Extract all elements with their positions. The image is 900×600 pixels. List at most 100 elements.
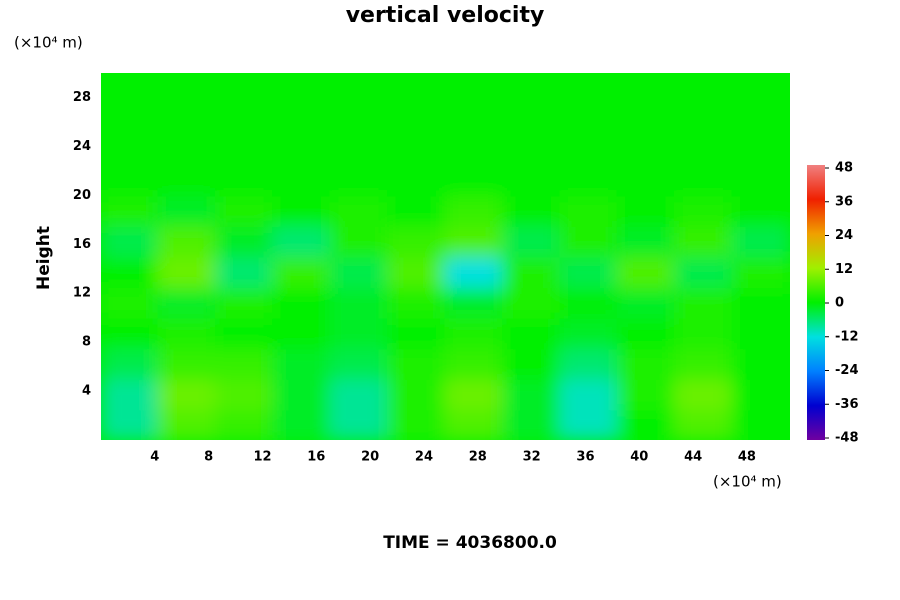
cell [444,255,504,289]
annotation: TIME = 4036800.0 [383,533,557,553]
cell [272,73,332,105]
cell [444,163,504,197]
cell [101,102,160,136]
cell [272,286,332,319]
cell [329,347,390,380]
x-tick-label: 36 [576,450,594,465]
cell [674,133,734,166]
cell [616,347,677,380]
colorbar-tick-label: 48 [835,161,853,176]
cell [444,102,504,136]
cell [272,316,332,350]
cell [559,408,619,440]
cell [674,408,734,440]
cell [272,102,332,136]
cell [731,102,790,136]
cell [387,163,447,197]
cell [674,316,734,350]
cell [444,408,504,440]
cell [157,102,217,136]
cell [272,224,332,258]
x-tick-label: 40 [630,450,648,465]
cell [444,286,504,319]
colorbar-tick-label: -12 [835,329,859,344]
x-tick-label: 48 [738,450,756,465]
cell [616,286,677,319]
colorbar-tick-label: -36 [835,397,859,412]
cell [157,408,217,440]
cell [616,255,677,289]
x-tick-label: 20 [361,450,379,465]
cell [501,194,562,227]
cell [387,408,447,440]
y-tick-label: 28 [73,90,91,105]
x-tick-label: 44 [684,450,702,465]
colorbar-tick-label: -24 [835,363,859,378]
cell [329,102,390,136]
cell [387,133,447,166]
cell [329,377,390,411]
cell [616,316,677,350]
y-tick-label: 4 [82,384,91,399]
cell [329,408,390,440]
y-tick-label: 20 [73,188,91,203]
cell [501,224,562,258]
cell [444,316,504,350]
cell [387,73,447,105]
cell [272,133,332,166]
cell [101,133,160,166]
cell [214,408,275,440]
x-tick-label: 12 [253,450,271,465]
cell [214,255,275,289]
cell [559,224,619,258]
cell [501,255,562,289]
x-tick-label: 16 [307,450,325,465]
cell [559,255,619,289]
cell [501,163,562,197]
cell [444,377,504,411]
cell [387,316,447,350]
cell [674,286,734,319]
cell [329,316,390,350]
cell [157,224,217,258]
cell [616,163,677,197]
x-tick-label: 24 [415,450,433,465]
cell [214,316,275,350]
cell [157,163,217,197]
cell [616,133,677,166]
cell [559,73,619,105]
y-tick-label: 16 [73,237,91,252]
cell [272,255,332,289]
cell [157,73,217,105]
cell [272,347,332,380]
cell [387,224,447,258]
y-axis-label: Height [34,226,54,290]
cell [157,133,217,166]
cell [616,224,677,258]
cell [444,133,504,166]
cell [101,377,160,411]
cell [101,316,160,350]
cell [501,377,562,411]
cell [272,408,332,440]
colorbar-tick-label: 0 [835,296,844,311]
cell [101,163,160,197]
colorbar-tick-label: -48 [835,431,859,446]
cell [214,194,275,227]
cell [559,316,619,350]
cell [387,286,447,319]
x-tick-label: 8 [204,450,213,465]
cell [501,347,562,380]
cell [157,194,217,227]
cell [674,194,734,227]
x-tick-label: 28 [469,450,487,465]
cell [731,73,790,105]
cell [329,194,390,227]
cell [101,73,160,105]
cell [731,224,790,258]
cell [272,377,332,411]
cell [674,102,734,136]
cell [731,347,790,380]
cell [157,316,217,350]
